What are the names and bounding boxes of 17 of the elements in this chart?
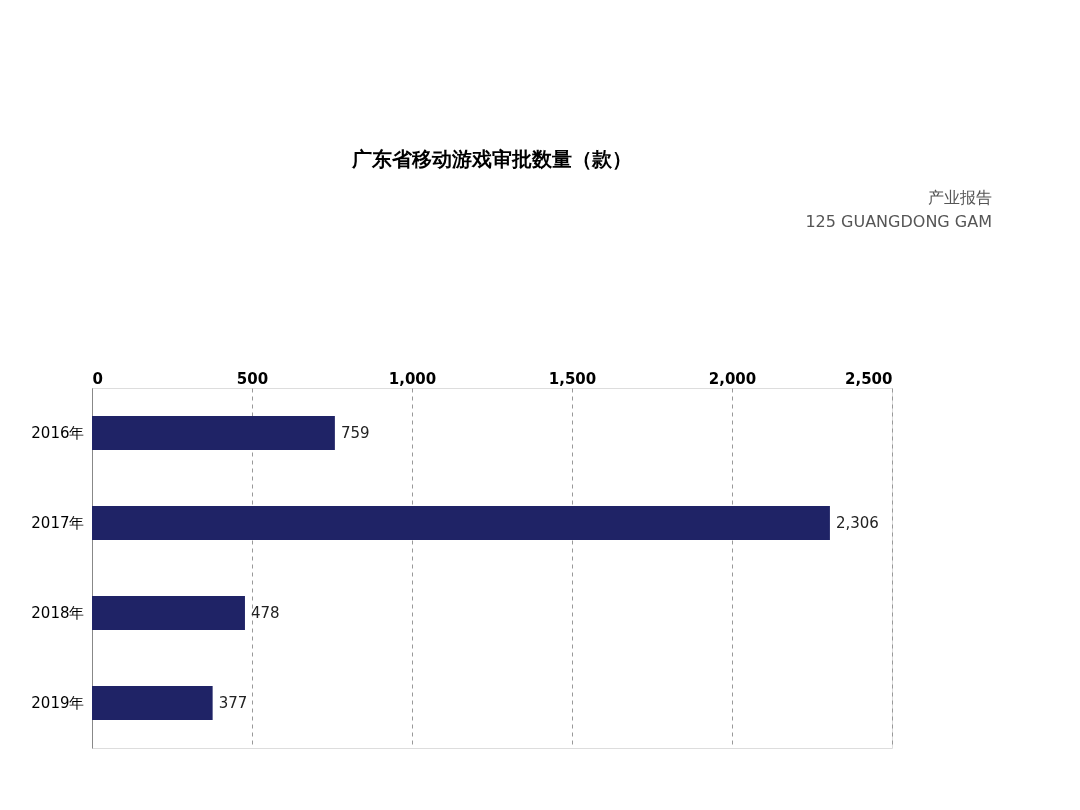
text: 产业报告 [928, 188, 992, 207]
x-tick-label: 2,500 [845, 369, 893, 388]
data-label: 759 [340, 424, 370, 442]
data-label: 478 [250, 604, 280, 622]
x-tick-label: 0 [92, 369, 103, 388]
data-label: 2,306 [835, 514, 879, 532]
text: 125 GUANGDONG GAM [805, 212, 992, 231]
data-label: 377 [218, 694, 248, 712]
chart-title: 广东省移动游戏审批数量（款） [351, 147, 632, 171]
y-tick-label: 2016年 [31, 424, 85, 442]
x-tick-label: 500 [236, 369, 269, 388]
x-tick-label: 2,000 [708, 369, 757, 388]
y-tick-label: 2018年 [31, 604, 85, 622]
y-tick-label: 2019年 [31, 694, 85, 712]
x-tick-label: 1,500 [548, 369, 597, 388]
x-tick-label: 1,000 [388, 369, 437, 388]
y-tick-label: 2017年 [31, 514, 85, 532]
